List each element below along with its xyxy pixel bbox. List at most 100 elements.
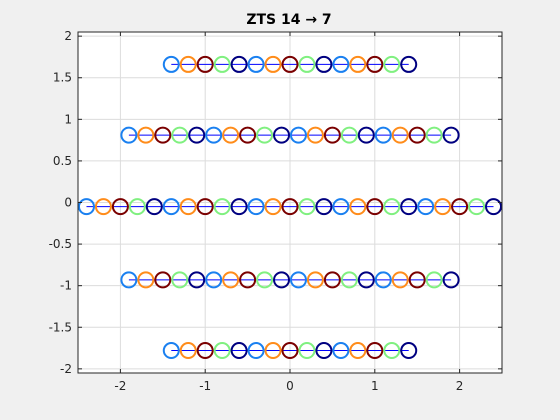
data-point [145,198,163,216]
data-point [281,55,299,73]
data-point [94,198,112,216]
data-point [230,55,248,73]
data-point [400,342,418,360]
data-point [408,271,426,289]
data-point [315,198,333,216]
data-point [196,342,214,360]
data-point [340,271,358,289]
grid [78,32,502,373]
data-point [179,198,197,216]
chain-row [120,126,460,144]
data-point [77,198,95,216]
data-point [247,55,265,73]
data-point [332,198,350,216]
data-point [273,271,291,289]
data-point [179,55,197,73]
data-point [222,126,240,144]
y-tick-label: -1.5 [49,320,72,334]
data-point [179,342,197,360]
data-point [213,55,231,73]
data-point [162,342,180,360]
data-point [400,198,418,216]
x-tick-label: -2 [114,379,126,393]
data-point [120,126,138,144]
data-point [230,198,248,216]
data-point [264,198,282,216]
data-point [366,198,384,216]
data-point [442,271,460,289]
data-point [357,126,375,144]
y-tick-label: 0.5 [53,154,72,168]
data-point [128,198,146,216]
data-point [332,55,350,73]
x-tick-label: 0 [286,379,294,393]
y-tick-label: 1 [64,112,72,126]
data-point [451,198,469,216]
chain-row [77,198,503,216]
data-point [417,198,435,216]
data-point [383,198,401,216]
data-point [247,198,265,216]
data-point [340,126,358,144]
data-point [425,271,443,289]
data-point [205,126,223,144]
data-point [154,271,172,289]
data-point [332,342,350,360]
data-point [349,55,367,73]
data-point [162,55,180,73]
data-point [196,55,214,73]
data-point [366,55,384,73]
data-point [230,342,248,360]
data-point [111,198,129,216]
axes: -2 -1 0 1 2 -2 -1.5 -1 -0.5 0 0.5 1 1.5 2 [49,29,503,393]
data-point [298,342,316,360]
data-point [434,198,452,216]
data-point [323,126,341,144]
data-point [442,126,460,144]
data-point [289,126,307,144]
data-point [374,126,392,144]
ticks: -2 -1 0 1 2 -2 -1.5 -1 -0.5 0 0.5 1 1.5 2 [49,29,502,393]
chart-title: ZTS 14 → 7 [246,12,331,28]
data-point [239,271,257,289]
data-point [383,342,401,360]
data-point [120,271,138,289]
data-point [281,198,299,216]
x-tick-label: -1 [199,379,211,393]
data-point [349,342,367,360]
y-tick-label: 1.5 [53,71,72,85]
data-point [222,271,240,289]
data-point [289,271,307,289]
data-point [298,198,316,216]
data-layer [77,55,503,360]
data-point [349,198,367,216]
data-point [273,126,291,144]
data-point [485,198,503,216]
data-point [425,126,443,144]
data-point [196,198,214,216]
data-point [298,55,316,73]
data-point [366,342,384,360]
data-point [188,271,206,289]
data-point [154,126,172,144]
chain-row [162,342,418,360]
x-tick-label: 2 [456,379,464,393]
data-point [281,342,299,360]
data-point [357,271,375,289]
data-point [264,55,282,73]
data-point [315,55,333,73]
data-point [137,271,155,289]
chain-row [120,271,460,289]
y-tick-label: 0 [64,196,72,210]
data-point [256,126,274,144]
data-point [213,342,231,360]
chain-row [162,55,418,73]
data-point [323,271,341,289]
data-point [306,271,324,289]
data-point [213,198,231,216]
data-point [162,198,180,216]
data-point [315,342,333,360]
data-point [171,126,189,144]
data-point [391,271,409,289]
data-point [408,126,426,144]
